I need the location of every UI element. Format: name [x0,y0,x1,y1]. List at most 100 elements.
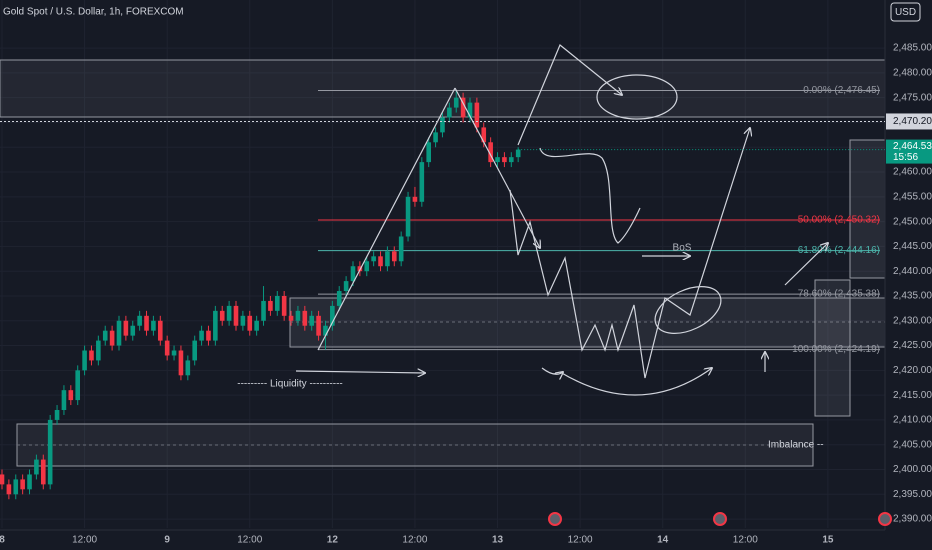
fib-label: 50.00% (2,450.32) [798,215,880,226]
candle-body [302,310,308,326]
countdown-label: 15:56 [893,152,918,163]
y-tick-label: 2,440.00 [893,266,932,277]
candle-body [151,320,156,331]
price-level-label: 2,470.20 [893,116,932,127]
fib-label: 0.00% (2,476.45) [803,85,880,96]
candle-body [412,196,418,202]
candle-body [467,102,473,118]
candle-body [82,350,87,371]
last-price-label: 2,464.53 [893,141,932,152]
x-tick-label: 12:00 [568,535,593,546]
projection-box [814,279,851,417]
candle-body [20,479,25,490]
trend-arrow [454,87,540,248]
candle-body [240,315,246,326]
candle-body [453,97,459,108]
candle-body [109,330,115,346]
y-tick-label: 2,485.00 [893,43,932,54]
liquidity-label: --------- Liquidity ---------- [237,379,343,390]
fib-label: 78.60% (2,435.38) [798,289,880,300]
candle-body [316,315,321,336]
candle-body [323,325,328,336]
y-tick-label: 2,455.00 [893,191,932,202]
y-tick-label: 2,445.00 [893,241,932,252]
candle-body [288,315,294,321]
candle-body [96,340,101,361]
candle-body [508,157,514,163]
candle-body [192,340,198,361]
candle-body [364,261,370,272]
fib-label: 61.80% (2,444.16) [798,245,880,256]
candle-body [61,390,67,411]
event-icons [548,512,892,526]
candle-body [481,127,487,143]
bos-label: BoS [673,243,692,254]
candle-body [330,305,335,326]
y-tick-label: 2,400.00 [893,464,932,475]
event-icon[interactable] [713,512,727,526]
candle-body [474,102,480,128]
liquidity-arrow [295,371,425,373]
y-tick-label: 2,435.00 [893,291,932,302]
currency-box[interactable] [890,2,921,22]
event-icon[interactable] [878,512,892,526]
candle-body [281,295,287,316]
candle-body [54,410,60,420]
candle-body [144,315,149,331]
candle-body [440,117,445,133]
candle-body [213,310,218,341]
x-tick-label: 8 [0,535,5,546]
candle-body [426,142,432,163]
candle-body [226,305,232,321]
candle-body [164,340,170,356]
candle-body [378,256,383,267]
x-tick-label: 9 [164,535,170,546]
trend-line [317,87,456,351]
candle-body [116,320,122,346]
imbalance-label: Imbalance -- [768,440,824,451]
y-tick-label: 2,450.00 [893,216,932,227]
ellipse [596,74,678,120]
candle-body [391,251,397,262]
candle-body [309,315,315,326]
candle-body [13,479,19,495]
y-tick-label: 2,430.00 [893,315,932,326]
candle-body [254,320,259,331]
candle-body [102,330,108,341]
fib-levels: 0.00% (2,476.45) 50.00% (2,450.32) 61.80% … [318,85,880,355]
y-tick-label: 2,460.00 [893,167,932,178]
squiggle [539,147,641,244]
candle-body [89,350,94,361]
candle-body [206,330,211,341]
candle-body [47,419,53,485]
candle-body [178,350,184,376]
event-icon[interactable] [548,512,562,526]
currency-label[interactable]: USD [895,7,916,18]
candle-body [261,300,266,321]
candle-body [405,196,411,237]
candle-body [0,474,5,485]
candle-body [488,142,493,163]
candle-body [495,157,500,163]
candle-body [447,107,452,118]
chart-title: Gold Spot / U.S. Dollar, 1h, FOREXCOM [3,7,184,18]
candle-body [515,149,521,158]
candle-body [34,459,39,475]
y-tick-label: 2,395.00 [893,489,932,500]
x-tick-label: 12 [327,535,339,546]
y-tick-label: 2,425.00 [893,340,932,351]
y-tick-label: 2,415.00 [893,390,932,401]
x-tick-label: 12:00 [237,535,262,546]
candle-body [157,320,163,341]
candle-body [247,315,253,331]
candle-body [219,310,225,321]
candle-body [398,236,404,262]
ellipse [654,286,722,334]
candle-body [68,390,74,401]
drawings [295,44,828,396]
candle-body [502,157,507,163]
y-tick-label: 2,480.00 [893,68,932,79]
y-tick-label: 2,475.00 [893,92,932,103]
candle-body [295,310,301,321]
